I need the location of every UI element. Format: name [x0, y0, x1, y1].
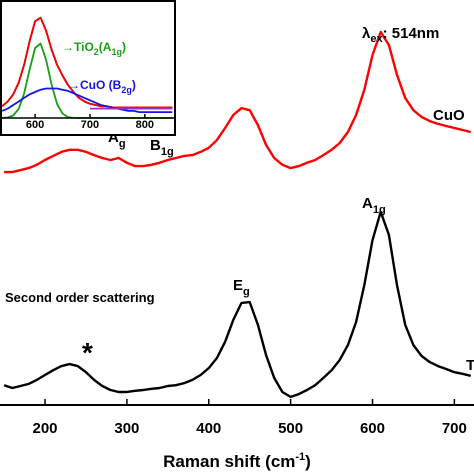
- x-tick-label: 800: [136, 119, 154, 131]
- inset-annotation: →TiO2(A1g): [62, 40, 126, 57]
- inset-annotation: →CuO (B2g): [68, 78, 136, 95]
- annotation: B1g: [150, 137, 174, 158]
- annotation: T: [466, 357, 474, 374]
- x-tick-label: 600: [26, 119, 44, 131]
- x-tick-label: 700: [81, 119, 99, 131]
- annotation: Second order scattering: [5, 290, 155, 305]
- x-tick-label: 700: [442, 420, 467, 437]
- annotation: λex: 514nm: [362, 25, 439, 45]
- x-tick-label: 200: [33, 420, 58, 437]
- main-plot: [3, 30, 471, 399]
- x-tick-label: 400: [196, 420, 221, 437]
- spectrum-line: [3, 210, 471, 399]
- spectrum-line: [4, 30, 471, 174]
- x-tick-label: 500: [278, 420, 303, 437]
- annotation: Ag: [108, 129, 126, 150]
- annotation: CuO: [433, 107, 465, 124]
- annotation: A1g: [362, 195, 386, 216]
- x-tick-label: 600: [360, 420, 385, 437]
- annotation: Eg: [233, 277, 250, 298]
- spectrum-line: [1, 87, 173, 113]
- annotation: *: [82, 337, 93, 368]
- x-tick-label: 300: [114, 420, 139, 437]
- spectrum-line: [1, 16, 173, 109]
- x-axis-title: Raman shift (cm-1): [163, 451, 311, 471]
- inset-frame: [0, 0, 176, 136]
